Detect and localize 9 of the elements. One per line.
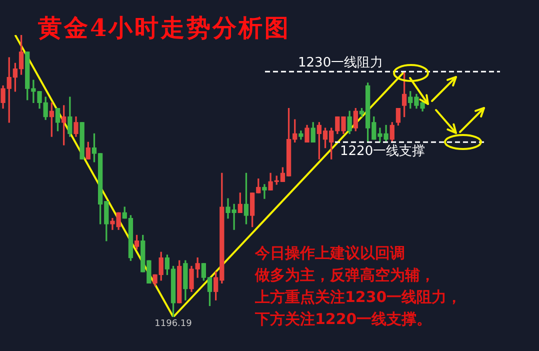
annotation: 做多为主，反弹高空为辅， (255, 265, 435, 286)
annotation: 上方重点关注1230一线阻力， (255, 287, 462, 308)
annotation: 今日操作上建议以回调 (255, 243, 405, 264)
annotation: 1196.19 (154, 318, 192, 329)
chart-title: 黄金4小时走势分析图 (38, 12, 291, 44)
candlestick (262, 184, 267, 199)
annotation: 下方关注1220一线支撑。 (255, 309, 432, 330)
ref-line-label: 1230一线阻力 (298, 56, 384, 71)
ref-line-label: 1220一线支撑 (340, 144, 426, 160)
